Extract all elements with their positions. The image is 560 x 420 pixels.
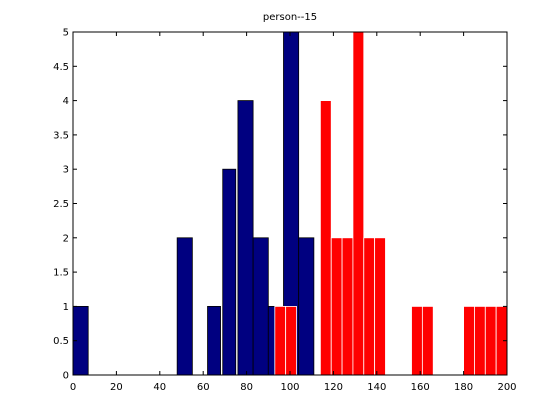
y-tick-label-5: 2 [63,233,69,244]
bar-series-1-3 [207,305,221,376]
bar-series-2-2 [285,305,297,376]
bar-series-1-4 [222,168,237,376]
x-tick-label-11: 200 [497,382,516,393]
bar-series-2-10 [421,305,434,376]
bar-series-1-6 [252,237,269,376]
bars-layer [72,31,508,376]
x-tick-label-9: 160 [411,382,430,393]
bar-series-2-5 [341,237,354,376]
bar-series-2-1 [274,305,287,376]
y-tick-label-11: 5 [63,28,69,39]
bar-series-1-9 [298,237,315,376]
x-tick-label-6: 100 [280,382,299,393]
y-tick-label-6: 2.5 [53,199,69,210]
bar-series-1-5 [237,100,254,376]
bar-series-2-4 [330,237,343,376]
axes-layer: 0 20 40 60 80 100 120 140 160 180 200 0 0.5 1 1.5 2 2.5 3… [53,28,516,394]
bar-series-2-3 [319,100,332,376]
y-tick-label-10: 4.5 [53,62,69,73]
y-tick-label-9: 4 [63,96,69,107]
y-tick-label-2: 0.5 [53,336,69,347]
y-tick-label-3: 1 [63,302,69,313]
x-tick-label-3: 40 [153,382,166,393]
x-tick-label-5: 80 [240,382,253,393]
y-tick-label-7: 3 [63,165,69,176]
x-tick-label-7: 120 [324,382,343,393]
bar-series-1-2 [176,237,193,376]
chart-title: person--15 [263,12,317,23]
x-tick-label-8: 140 [367,382,386,393]
bar-series-2-6 [352,31,365,376]
plot-frame [72,31,508,376]
bar-series-2-13 [484,305,497,376]
x-tick-label-2: 20 [110,382,123,393]
y-tick-label-8: 3.5 [53,130,69,141]
y-tick-label-4: 1.5 [53,268,69,279]
y-tick-label-1: 0 [63,371,69,382]
bar-series-2-7 [363,237,376,376]
x-tick-label-1: 0 [70,382,76,393]
bar-series-2-12 [474,305,486,376]
x-tick-label-4: 60 [197,382,210,393]
bar-series-2-8 [374,237,386,376]
x-tick-label-10: 180 [454,382,473,393]
bar-series-2-11 [463,305,475,376]
bar-series-2-9 [411,305,423,376]
